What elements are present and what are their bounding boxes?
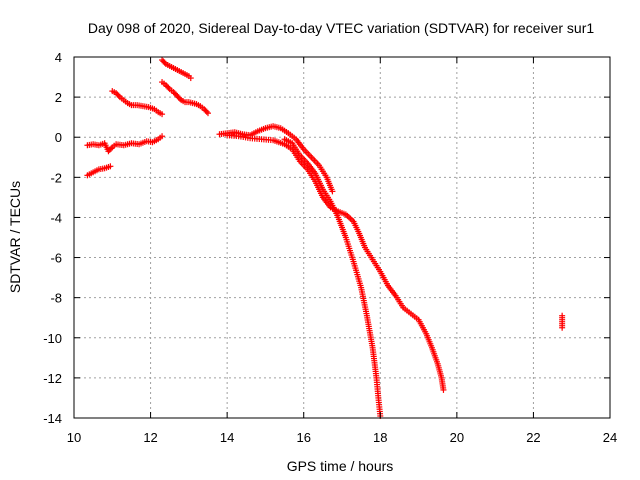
data-point	[165, 84, 172, 91]
series-track-a	[84, 163, 114, 179]
data-point	[205, 110, 211, 117]
y-tick-label: 2	[55, 90, 62, 105]
series-track-b	[84, 133, 166, 155]
series-track-g	[224, 132, 447, 393]
data-point	[115, 92, 122, 99]
data-point	[161, 59, 168, 66]
y-tick-label: -14	[43, 411, 62, 426]
chart-title: Day 098 of 2020, Sidereal Day-to-day VTE…	[88, 20, 594, 36]
data-points	[84, 57, 566, 419]
data-point	[559, 324, 566, 331]
y-tick-label: -4	[50, 210, 62, 225]
grid-lines	[74, 57, 610, 418]
data-point	[203, 108, 210, 115]
series-track-c	[109, 88, 166, 118]
data-point	[440, 386, 447, 393]
series-track-h	[281, 136, 384, 419]
y-tick-label: 4	[55, 50, 62, 65]
series-track-i	[559, 312, 566, 331]
y-tick-labels: -14 -12 -10 -8 -6 -4 -2 0 2 4	[43, 50, 62, 426]
y-tick-label: -12	[43, 371, 62, 386]
data-point	[159, 111, 166, 118]
x-axis-label: GPS time / hours	[287, 458, 394, 474]
axis-ticks	[73, 56, 611, 419]
y-axis-label: SDTVAR / TECUs	[7, 181, 23, 293]
x-tick-label: 14	[220, 430, 234, 445]
x-tick-label: 20	[450, 430, 464, 445]
y-tick-label: -10	[43, 331, 62, 346]
x-tick-label: 22	[526, 430, 540, 445]
data-point	[187, 75, 194, 82]
data-point	[176, 95, 183, 102]
plot-frame	[73, 56, 611, 419]
x-tick-label: 24	[603, 430, 617, 445]
data-point	[329, 188, 336, 195]
y-tick-label: 0	[55, 130, 62, 145]
data-point	[107, 163, 114, 170]
data-point	[159, 133, 166, 140]
x-tick-label: 16	[296, 430, 310, 445]
x-tick-labels: 10 12 14 16 18 20 22 24	[67, 430, 617, 445]
series-track-d	[159, 57, 194, 82]
x-tick-label: 10	[67, 430, 81, 445]
y-tick-label: -8	[50, 291, 62, 306]
y-tick-label: -6	[50, 251, 62, 266]
y-tick-label: -2	[50, 170, 62, 185]
data-point	[108, 145, 115, 152]
series-track-e	[159, 79, 211, 117]
x-tick-label: 12	[143, 430, 157, 445]
x-tick-label: 18	[373, 430, 387, 445]
